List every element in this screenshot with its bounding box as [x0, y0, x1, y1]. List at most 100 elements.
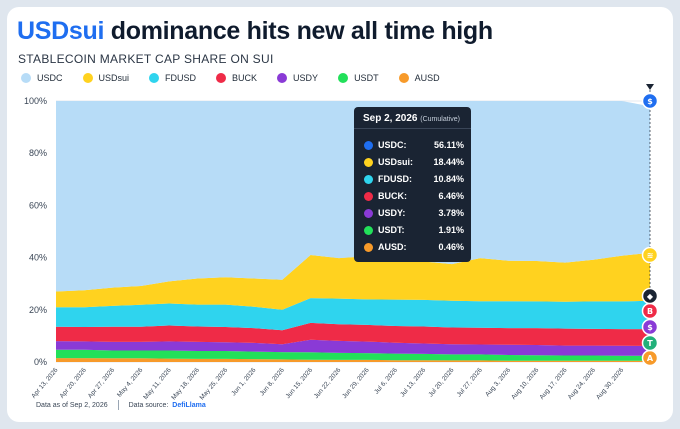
tooltip-label: USDsui: — [378, 157, 414, 167]
tooltip-divider — [354, 128, 471, 129]
data-as-of: Data as of Sep 2, 2026 — [36, 401, 108, 409]
legend-label: AUSD — [414, 73, 440, 83]
tooltip-label: USDC: — [378, 140, 407, 150]
tooltip-swatch — [364, 208, 373, 218]
tooltip-swatch — [364, 225, 373, 235]
x-tick-label: May 18, 2026 — [170, 366, 201, 401]
legend-swatch — [398, 73, 409, 83]
tooltip-label: FDUSD: — [378, 174, 412, 184]
tooltip-date: Sep 2, 2026 — [363, 113, 418, 124]
x-tick-label: Aug 17, 2026 — [538, 367, 568, 401]
legend-item-usdt[interactable]: USDT — [338, 73, 379, 83]
y-tick-label: 40% — [29, 253, 47, 263]
tooltip-row-fdusd: FDUSD: 10.84% — [364, 173, 464, 185]
legend-swatch — [82, 73, 93, 83]
area-series-ausd — [56, 358, 650, 362]
chart-footer: Data as of Sep 2, 2026 Data source: Defi… — [36, 400, 206, 410]
badge-glyph: ≋ — [647, 251, 654, 260]
page-title: USDsui dominance hits new all time high — [17, 17, 493, 46]
tooltip-value: 6.46% — [438, 191, 464, 201]
source-label: Data source: — [128, 401, 169, 409]
x-tick-label: Aug 3, 2026 — [484, 366, 512, 398]
tooltip-value: 0.46% — [438, 242, 464, 252]
usdt-end-icon: T — [641, 334, 659, 352]
legend-item-buck[interactable]: BUCK — [216, 73, 257, 83]
x-tick-label: Jul 20, 2026 — [427, 366, 455, 398]
x-tick-label: May 25, 2026 — [199, 366, 230, 401]
tooltip-row-ausd: AUSD: 0.46% — [364, 241, 464, 253]
tooltip-note: (Cumulative) — [420, 116, 460, 123]
badge-glyph: $ — [647, 97, 653, 106]
area-series-fdusd — [56, 298, 650, 331]
tooltip-row-buck: BUCK: 6.46% — [364, 190, 464, 202]
area-series-buck — [56, 322, 650, 346]
tooltip-value: 18.44% — [433, 157, 464, 167]
legend-item-usdsui[interactable]: USDsui — [82, 73, 130, 83]
badge-glyph: ◆ — [647, 292, 654, 301]
badge-glyph: A — [647, 354, 654, 363]
legend-label: USDT — [354, 73, 379, 83]
x-tick-label: Aug 10, 2026 — [510, 367, 540, 401]
tooltip-label: AUSD: — [378, 242, 407, 252]
badge-glyph: B — [647, 307, 653, 316]
badge-circle — [641, 92, 659, 110]
legend-swatch — [277, 73, 288, 83]
source-link[interactable]: DefiLlama — [172, 401, 206, 409]
chart-subtitle: STABLECOIN MARKET CAP SHARE ON SUI — [18, 52, 274, 66]
legend-label: USDC — [37, 73, 63, 83]
x-tick-label: Jun 1, 2026 — [230, 367, 257, 398]
badge-circle — [641, 318, 659, 336]
tooltip-value: 10.84% — [433, 174, 464, 184]
y-tick-label: 0% — [34, 357, 47, 367]
legend-label: BUCK — [232, 73, 258, 83]
tooltip-swatch — [364, 242, 373, 252]
area-series-usdsui — [56, 252, 650, 310]
usdc-end-icon: $ — [641, 92, 659, 110]
title-highlight: USDsui — [17, 17, 105, 45]
y-tick-label: 60% — [29, 200, 47, 210]
legend-swatch — [338, 73, 349, 83]
x-tick-label: Jun 15, 2026 — [285, 366, 315, 400]
x-tick-label: May 11, 2026 — [142, 366, 173, 401]
legend-label: USDsui — [98, 73, 130, 83]
tooltip-value: 1.91% — [438, 225, 464, 235]
badge-glyph: $ — [647, 323, 653, 332]
tooltip-swatch — [364, 174, 373, 184]
legend-swatch — [216, 73, 227, 83]
usdy-end-icon: $ — [641, 318, 659, 336]
x-tick-label: Jun 22, 2026 — [313, 366, 343, 400]
tooltip-header: Sep 2, 2026 (Cumulative) — [363, 113, 460, 124]
tooltip-row-usdy: USDY: 3.78% — [364, 207, 464, 219]
y-tick-label: 80% — [29, 148, 47, 158]
chart-legend: USDC USDsui FDUSD BUCK USDY USDT AUSD — [21, 73, 460, 83]
legend-item-fdusd[interactable]: FDUSD — [149, 73, 196, 83]
legend-item-usdc[interactable]: USDC — [21, 73, 63, 83]
legend-item-ausd[interactable]: AUSD — [398, 73, 440, 83]
x-tick-label: Aug 30, 2026 — [595, 367, 625, 401]
y-tick-label: 100% — [24, 96, 47, 106]
title-rest: dominance hits new all time high — [104, 17, 493, 45]
usdsui-end-icon: ≋ — [641, 246, 659, 264]
footer-divider — [117, 400, 119, 410]
legend-item-usdy[interactable]: USDY — [277, 73, 318, 83]
x-tick-label: Apr 20, 2026 — [59, 367, 89, 400]
x-tick-label: Jun 29, 2026 — [341, 366, 371, 400]
badge-circle — [641, 334, 659, 352]
x-tick-label: Apr 27, 2026 — [87, 367, 117, 400]
x-tick-label: Apr 13, 2026 — [30, 367, 60, 400]
legend-swatch — [21, 73, 31, 83]
y-tick-label: 20% — [29, 305, 47, 315]
tooltip-value: 56.11% — [433, 140, 464, 150]
tooltip-row-usdsui: USDsui: 18.44% — [364, 156, 464, 168]
x-tick-label: Jun 8, 2026 — [259, 367, 286, 398]
badge-circle — [641, 287, 659, 305]
tooltip-row-usdc: USDC: 56.11% — [364, 139, 464, 151]
tooltip-label: USDT: — [378, 225, 405, 235]
cursor-pointer-icon — [646, 84, 654, 90]
tooltip-label: BUCK: — [378, 191, 407, 201]
x-tick-label: May 4, 2026 — [116, 366, 145, 398]
legend-swatch — [149, 73, 160, 83]
area-series-usdc — [56, 101, 650, 292]
legend-label: USDY — [293, 73, 319, 83]
